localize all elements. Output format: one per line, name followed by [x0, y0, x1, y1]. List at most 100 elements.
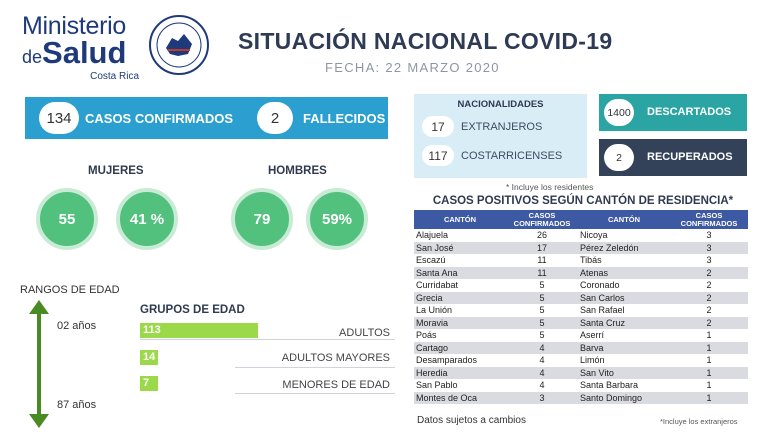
canton-cell: San Vito	[578, 366, 670, 379]
nationalities-panel: NACIONALIDADES 17 EXTRANJEROS 117 COSTAR…	[414, 94, 587, 178]
cases-cell: 3	[506, 391, 578, 404]
cases-by-canton-table: CANTÓN CASOS CONFIRMADOS CANTÓN CASOS CO…	[414, 210, 748, 404]
canton-cell: Escazú	[414, 254, 506, 267]
logo-salud: deSalud	[22, 37, 147, 71]
recovered-panel: 2 RECUPERADOS	[599, 139, 747, 176]
canton-cell: Santa Barbara	[578, 379, 670, 392]
page-title: SITUACIÓN NACIONAL COVID-19	[238, 28, 613, 54]
canton-cell: Alajuela	[414, 229, 506, 242]
cases-cell: 4	[506, 366, 578, 379]
table-row: La Unión 5 San Rafael 2	[414, 304, 748, 317]
men-percent-circle: 59%	[306, 188, 368, 250]
canton-cell: Santa Cruz	[578, 316, 670, 329]
foreign-count: 17	[422, 116, 454, 137]
cases-cell: 2	[670, 304, 748, 317]
logo-de: de	[22, 47, 43, 67]
cases-cell: 1	[670, 341, 748, 354]
canton-cell: Santa Ana	[414, 266, 506, 279]
cases-cell: 3	[670, 241, 748, 254]
table-header-row: CANTÓN CASOS CONFIRMADOS CANTÓN CASOS CO…	[414, 210, 748, 229]
cases-cell: 2	[670, 291, 748, 304]
canton-cell: Grecia	[414, 291, 506, 304]
canton-cell: San Carlos	[578, 291, 670, 304]
canton-cell: Desamparados	[414, 354, 506, 367]
age-ranges-label: RANGOS DE EDAD	[20, 284, 120, 296]
logo-country: Costa Rica	[90, 71, 139, 82]
cases-cell: 5	[506, 279, 578, 292]
canton-cell: Barva	[578, 341, 670, 354]
age-min: 02 años	[57, 320, 97, 332]
age-group-label-adults: ADULTOS	[339, 327, 390, 339]
cases-cell: 1	[670, 379, 748, 392]
table-row: Montes de Oca 3 Santo Domingo 1	[414, 391, 748, 404]
canton-cell: San José	[414, 241, 506, 254]
ministry-logo: Ministerio deSalud Costa Rica	[22, 12, 147, 83]
cases-cell: 4	[506, 354, 578, 367]
national-label: COSTARRICENSES	[461, 150, 563, 162]
cases-cell: 4	[506, 379, 578, 392]
canton-cell: Nicoya	[578, 229, 670, 242]
cases-cell: 26	[506, 229, 578, 242]
cases-cell: 2	[670, 279, 748, 292]
report-date: FECHA: 22 MARZO 2020	[325, 60, 500, 75]
deaths-count: 2	[257, 102, 293, 134]
canton-cell: Moravia	[414, 316, 506, 329]
canton-cell: Aserrí	[578, 329, 670, 342]
discarded-panel: 1400 DESCARTADOS	[599, 94, 747, 131]
women-percent-circle: 41 %	[116, 188, 178, 250]
column-header: CANTÓN	[414, 210, 506, 229]
canton-cell: Pérez Zeledón	[578, 241, 670, 254]
recovered-count: 2	[604, 144, 634, 171]
recovered-label: RECUPERADOS	[647, 151, 733, 163]
cases-cell: 5	[506, 316, 578, 329]
table-row: Desamparados 4 Limón 1	[414, 354, 748, 367]
logo-salud-word: Salud	[42, 35, 127, 70]
divider	[235, 393, 395, 394]
cases-cell: 1	[670, 366, 748, 379]
canton-cell: San Pablo	[414, 379, 506, 392]
men-count-circle: 79	[231, 188, 293, 250]
canton-cell: La Unión	[414, 304, 506, 317]
men-label: HOMBRES	[268, 165, 327, 177]
age-max: 87 años	[57, 399, 97, 411]
table-row: Cartago 4 Barva 1	[414, 341, 748, 354]
residents-note: * Incluye los residentes	[506, 182, 594, 192]
confirmed-deaths-bar: 134 CASOS CONFIRMADOS 2 FALLECIDOS	[25, 97, 388, 139]
table-row: Curridabat 5 Coronado 2	[414, 279, 748, 292]
cases-cell: 3	[670, 229, 748, 242]
cases-cell: 5	[506, 291, 578, 304]
age-group-bar-adults: 113	[140, 323, 258, 338]
canton-cell: Atenas	[578, 266, 670, 279]
cases-cell: 2	[670, 266, 748, 279]
double-arrow-icon	[29, 300, 49, 428]
table-row: San José 17 Pérez Zeledón 3	[414, 241, 748, 254]
column-header: CANTÓN	[578, 210, 670, 229]
cases-cell: 3	[670, 254, 748, 267]
cases-cell: 4	[506, 341, 578, 354]
table-title: CASOS POSITIVOS SEGÚN CANTÓN DE RESIDENC…	[432, 195, 734, 207]
divider	[140, 339, 395, 340]
logo-ministerio: Ministerio	[22, 12, 126, 40]
canton-cell: Tibás	[578, 254, 670, 267]
table-row: Escazú 11 Tibás 3	[414, 254, 748, 267]
footer-note: *Incluye los extranjeros	[660, 417, 738, 426]
table-row: Santa Ana 11 Atenas 2	[414, 266, 748, 279]
nationalities-title: NACIONALIDADES	[457, 99, 544, 110]
canton-cell: Santo Domingo	[578, 391, 670, 404]
table-row: Alajuela 26 Nicoya 3	[414, 229, 748, 242]
canton-cell: Curridabat	[414, 279, 506, 292]
discarded-label: DESCARTADOS	[647, 106, 732, 118]
cases-cell: 1	[670, 391, 748, 404]
cases-cell: 11	[506, 266, 578, 279]
age-group-bar-minors: 7	[140, 376, 158, 391]
table-row: Moravia 5 Santa Cruz 2	[414, 316, 748, 329]
cases-cell: 1	[670, 329, 748, 342]
women-count-circle: 55	[36, 188, 98, 250]
divider	[235, 367, 395, 368]
women-label: MUJERES	[88, 165, 144, 177]
footer-disclaimer: Datos sujetos a cambios	[417, 415, 526, 426]
canton-cell: Limón	[578, 354, 670, 367]
confirmed-count: 134	[39, 102, 79, 134]
table-row: Grecia 5 San Carlos 2	[414, 291, 748, 304]
canton-cell: Heredia	[414, 366, 506, 379]
